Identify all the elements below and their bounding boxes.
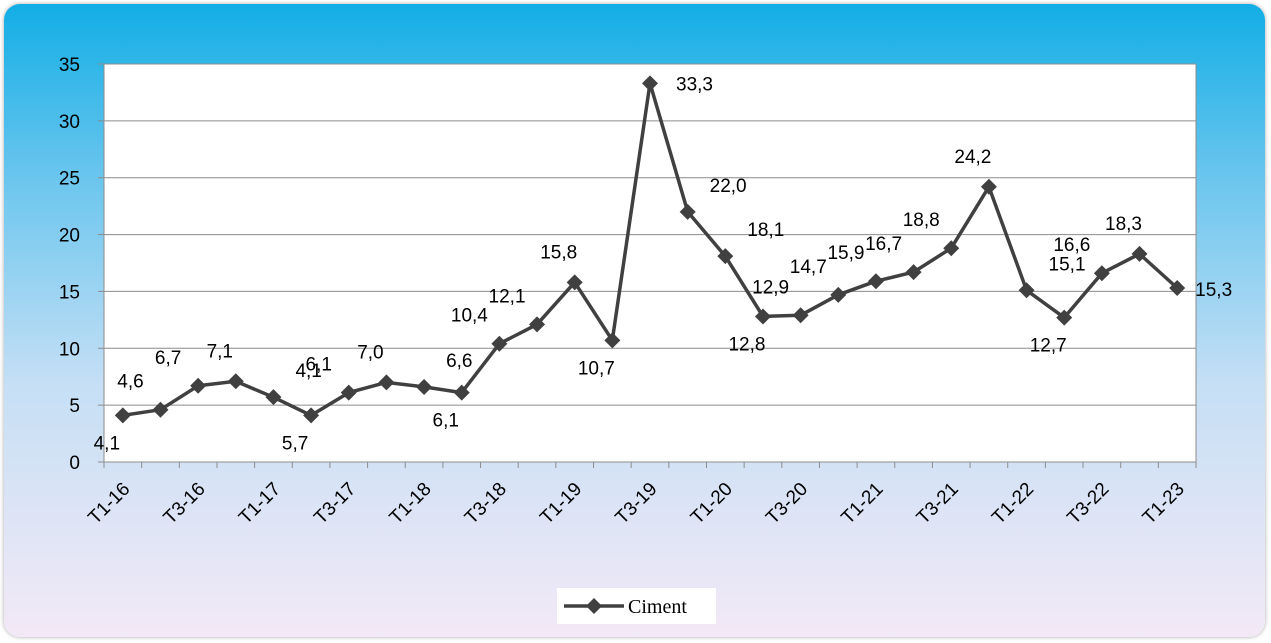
data-point-marker [190,377,207,394]
x-tick-label: T3-20 [762,479,812,529]
line-chart: 0 5 10 15 20 25 30 35 T1-16 T3-16 T1-17 T3-17 T1-18 T… [59,55,1233,624]
data-label: 33,3 [676,74,713,95]
plot-area [104,64,1196,462]
data-label: 6,1 [433,411,459,432]
y-tick-label: 0 [69,453,80,474]
y-tick-label: 35 [59,55,80,76]
data-point-marker [491,335,508,352]
data-label: 14,7 [790,257,827,278]
y-tick-label: 10 [59,339,80,360]
x-tick-label: T1-20 [687,479,737,529]
y-tick-label: 20 [59,226,80,247]
data-label: 4,1 [94,433,120,454]
data-point-marker [980,178,997,195]
data-point-marker [830,286,847,303]
data-point-marker [227,373,244,390]
data-label: 24,2 [954,147,991,168]
series-ciment [114,75,1186,424]
data-point-marker [416,378,433,395]
data-point-marker [642,75,658,92]
data-point-marker [1056,309,1073,326]
data-label: 22,0 [710,176,747,197]
x-tick-label: T1-17 [235,479,285,529]
data-label: 4,6 [117,372,143,393]
gridlines [104,63,1196,406]
y-tick-label: 30 [59,112,80,133]
data-point-marker [867,273,884,290]
data-point-marker [378,374,395,391]
data-label: 18,3 [1105,214,1142,235]
data-label: 12,9 [752,277,789,298]
data-label: 12,8 [728,334,765,355]
y-tick-label: 25 [59,169,80,190]
data-label: 16,6 [1053,235,1090,256]
data-label: 12,7 [1030,336,1067,357]
data-label: 7,0 [357,342,383,363]
data-point-marker [453,384,470,401]
data-point-marker [114,407,131,424]
data-label: 5,7 [282,433,308,454]
x-tick-label: T1-16 [84,479,134,529]
x-tick-label: T3-21 [913,479,963,529]
x-tick-label: T3-16 [160,479,210,529]
legend-label: Ciment [628,596,687,618]
data-point-marker [265,389,282,406]
x-tick-label: T3-19 [612,479,662,529]
x-tick-label: T1-23 [1139,479,1189,529]
data-label: 15,9 [827,243,864,264]
data-label: 10,4 [451,306,488,327]
x-tick-label: T1-21 [838,479,888,529]
data-label: 15,8 [540,242,577,263]
x-tick-label: T3-17 [310,479,360,529]
data-point-marker [604,332,621,349]
data-point-marker [905,264,922,281]
data-label: 18,8 [903,210,940,231]
chart-frame: 0 5 10 15 20 25 30 35 T1-16 T3-16 T1-17 T3-17 T1-18 T… [4,4,1265,637]
data-point-marker [679,203,696,220]
x-tick-label: T1-18 [386,479,436,529]
data-point-marker [1018,282,1035,299]
y-tick-label: 5 [69,396,80,417]
data-point-marker [566,274,583,291]
data-label: 4,1 [295,361,321,382]
data-label: 6,1 [306,355,332,376]
data-point-marker [340,384,357,401]
x-tick-label: T1-22 [988,479,1038,529]
data-point-marker [1169,280,1186,297]
x-tick-label: T3-18 [461,479,511,529]
data-point-marker [943,240,960,257]
data-point-marker [754,308,771,325]
data-point-marker [1131,245,1148,262]
data-point-marker [303,407,320,424]
data-label: 6,7 [155,348,181,369]
data-labels: 4,1 4,6 6,7 7,1 4,1 5,7 6,1 7,0 6,6 6,1 10,412,1 15… [94,74,1233,454]
data-label: 16,7 [865,234,902,255]
data-label: 7,1 [207,341,233,362]
data-point-marker [792,307,809,324]
x-tick-label: T3-22 [1063,479,1113,529]
data-label: 12,1 [489,286,526,307]
data-label: 10,7 [578,358,615,379]
legend: Ciment [557,588,716,624]
data-point-marker [1093,265,1110,282]
data-point-marker [717,248,734,265]
data-point-marker [152,401,169,418]
data-label: 15,3 [1195,280,1232,301]
data-point-marker [529,316,546,333]
data-label: 15,1 [1049,254,1086,275]
y-tick-label: 15 [59,282,80,303]
data-label: 18,1 [747,220,784,241]
x-tick-label: T1-19 [536,479,586,529]
data-label: 6,6 [446,351,472,372]
legend-marker-diamond-icon [586,598,602,614]
